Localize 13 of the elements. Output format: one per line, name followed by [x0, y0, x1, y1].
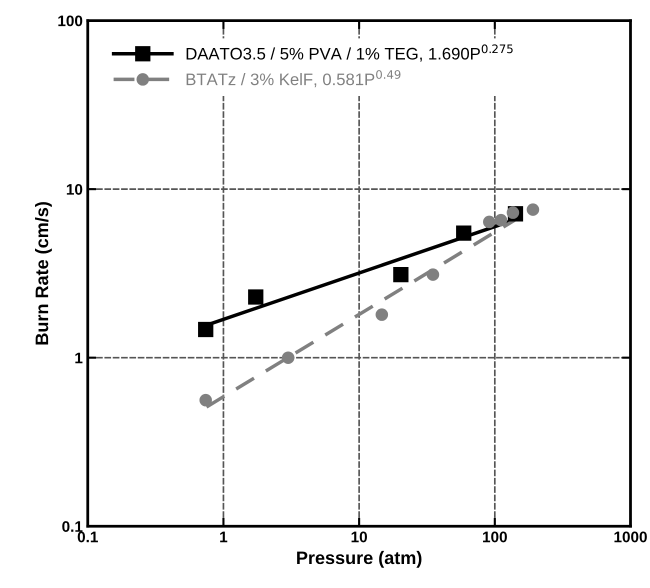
x-tick-label: 1	[220, 532, 228, 542]
x-tick-label: 100	[483, 532, 507, 542]
legend-label: BTATz / 3% KelF, 0.581P$^{0.49}$	[186, 70, 400, 88]
y-tick-label: 1	[75, 352, 82, 364]
legend-label: DAATO3.5 / 5% PVA / 1% TEG, 1.690P$^{0.275}$	[186, 44, 513, 62]
y-tick-label: 0.1	[62, 521, 82, 532]
y-axis-title: Burn Rate (cm/s)	[35, 202, 52, 344]
y-tick-label: 10	[66, 184, 82, 195]
x-tick-label: 10	[352, 532, 367, 542]
x-axis-title: Pressure (atm)	[297, 550, 422, 568]
x-tick-label: 0.1	[78, 532, 98, 542]
x-tick-label: 1000	[614, 532, 647, 542]
y-tick-label: 100	[58, 15, 82, 26]
